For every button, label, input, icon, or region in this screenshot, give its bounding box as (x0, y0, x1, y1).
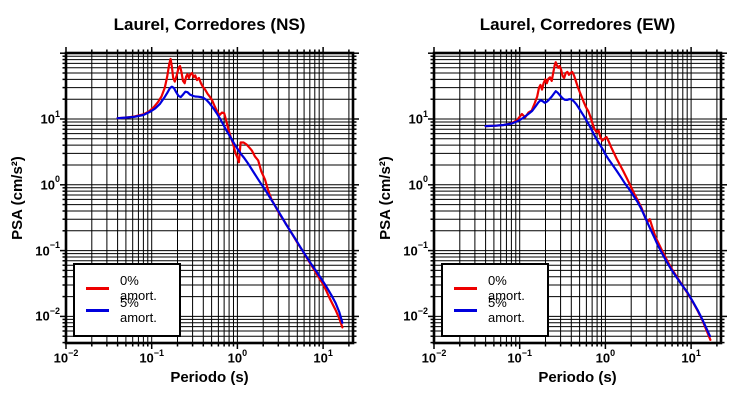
legend-entry: 0% amort. (443, 273, 547, 303)
legend-line-swatch (454, 286, 477, 290)
x-tick-label: 10−2 (53, 347, 79, 366)
y-tick-label: 100 (40, 174, 60, 193)
legend-label: 5% amort. (488, 295, 525, 325)
y-tick-label: 101 (40, 108, 60, 127)
legend-label: 0% amort. (488, 273, 525, 303)
y-tick-label: 10−2 (35, 306, 60, 324)
legend-entry: 5% amort. (75, 295, 179, 325)
chart-title-ns: Laurel, Corredores (NS) (113, 15, 306, 34)
y-tick-label: 10−2 (403, 306, 428, 324)
legend-line-swatch (86, 286, 109, 290)
legend-line-swatch (454, 308, 477, 312)
x-tick-label: 10−1 (507, 347, 533, 366)
legend-label: 5% amort. (120, 295, 157, 325)
curve-5-amort (116, 85, 344, 324)
x-axis-label-ns: Periodo (s) (170, 369, 249, 386)
legend-entry: 5% amort. (443, 295, 547, 325)
legend-box: 0% amort. 5% amort. (73, 263, 181, 337)
x-tick-label: 100 (595, 347, 616, 366)
x-tick-label: 10−2 (421, 347, 447, 366)
x-tick-label: 10−1 (139, 347, 165, 366)
x-tick-label: 100 (227, 347, 248, 366)
y-tick-label: 100 (408, 174, 428, 193)
legend-line-swatch (86, 308, 109, 312)
x-tick-label: 101 (313, 347, 333, 366)
legend-box: 0% amort. 5% amort. (441, 263, 549, 337)
curve-0-amort (484, 61, 712, 341)
plot-frame (64, 51, 355, 345)
chart-title-ew: Laurel, Corredores (EW) (479, 15, 676, 34)
x-axis-label-ew: Periodo (s) (538, 369, 617, 386)
legend-entry: 0% amort. (75, 273, 179, 303)
y-tick-label: 101 (408, 108, 428, 127)
y-tick-label: 10−1 (403, 240, 428, 258)
curve-5-amort (484, 90, 712, 338)
plot-frame (432, 51, 723, 345)
legend-label: 0% amort. (120, 273, 157, 303)
y-tick-label: 10−1 (35, 240, 60, 258)
x-tick-label: 101 (681, 347, 701, 366)
